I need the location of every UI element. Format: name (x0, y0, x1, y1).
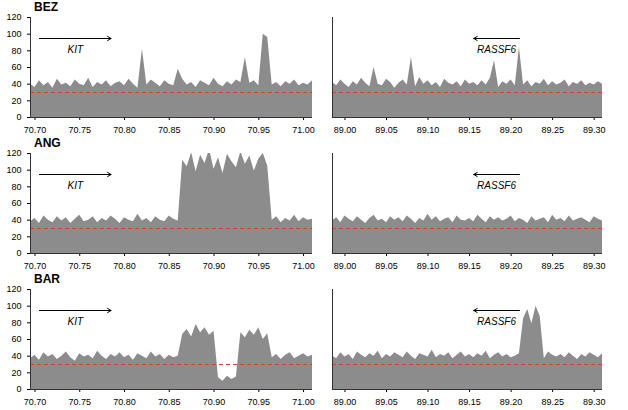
svg-text:KIT: KIT (67, 180, 83, 191)
html-text:BAR: BAR (34, 272, 60, 286)
svg-text:120: 120 (6, 148, 21, 158)
svg-text:70.75: 70.75 (68, 261, 91, 271)
svg-text:80: 80 (11, 182, 21, 192)
svg-text:KIT: KIT (67, 44, 83, 55)
svg-text:89.30: 89.30 (583, 397, 606, 407)
svg-text:120: 120 (6, 12, 21, 22)
svg-text:120: 120 (6, 284, 21, 294)
svg-text:70.70: 70.70 (24, 125, 47, 135)
svg-text:89.00: 89.00 (334, 125, 357, 135)
svg-text:0: 0 (16, 248, 21, 258)
svg-text:89.15: 89.15 (458, 261, 481, 271)
svg-text:0: 0 (16, 384, 21, 394)
svg-text:70.90: 70.90 (203, 261, 226, 271)
svg-text:89.25: 89.25 (541, 125, 564, 135)
svg-text:89.15: 89.15 (458, 125, 481, 135)
svg-text:70.75: 70.75 (68, 397, 91, 407)
svg-text:80: 80 (11, 46, 21, 56)
svg-text:70.90: 70.90 (203, 125, 226, 135)
svg-text:89.20: 89.20 (500, 125, 523, 135)
svg-text:80: 80 (11, 318, 21, 328)
svg-text:89.05: 89.05 (375, 397, 398, 407)
svg-text:89.20: 89.20 (500, 397, 523, 407)
svg-text:89.10: 89.10 (417, 261, 440, 271)
svg-text:89.20: 89.20 (500, 261, 523, 271)
svg-text:70.85: 70.85 (158, 261, 181, 271)
svg-text:KIT: KIT (67, 316, 83, 327)
svg-text:40: 40 (11, 79, 21, 89)
svg-text:89.30: 89.30 (583, 261, 606, 271)
svg-text:70.70: 70.70 (24, 397, 47, 407)
svg-text:70.80: 70.80 (113, 261, 136, 271)
svg-text:20: 20 (11, 96, 21, 106)
svg-text:RASSF6: RASSF6 (477, 44, 516, 55)
svg-text:70.85: 70.85 (158, 397, 181, 407)
svg-text:70.90: 70.90 (203, 397, 226, 407)
svg-text:70.75: 70.75 (68, 125, 91, 135)
svg-text:70.95: 70.95 (248, 261, 271, 271)
svg-text:89.25: 89.25 (541, 261, 564, 271)
svg-text:60: 60 (11, 334, 21, 344)
svg-text:89.10: 89.10 (417, 125, 440, 135)
svg-text:70.80: 70.80 (113, 125, 136, 135)
svg-text:60: 60 (11, 62, 21, 72)
svg-text:89.00: 89.00 (334, 261, 357, 271)
svg-text:70.95: 70.95 (248, 397, 271, 407)
svg-text:100: 100 (6, 301, 21, 311)
svg-text:40: 40 (11, 351, 21, 361)
svg-text:RASSF6: RASSF6 (477, 316, 516, 327)
svg-text:89.10: 89.10 (417, 397, 440, 407)
svg-text:20: 20 (11, 368, 21, 378)
svg-text:71.00: 71.00 (292, 261, 315, 271)
svg-text:71.00: 71.00 (292, 125, 315, 135)
svg-text:100: 100 (6, 29, 21, 39)
svg-text:RASSF6: RASSF6 (477, 180, 516, 191)
svg-text:0: 0 (16, 112, 21, 122)
html-text:BEZ: BEZ (34, 0, 58, 14)
svg-text:60: 60 (11, 198, 21, 208)
html-text:ANG: ANG (34, 136, 61, 150)
svg-text:70.95: 70.95 (248, 125, 271, 135)
svg-text:89.05: 89.05 (375, 261, 398, 271)
svg-text:70.85: 70.85 (158, 125, 181, 135)
svg-text:70.70: 70.70 (24, 261, 47, 271)
svg-text:89.30: 89.30 (583, 125, 606, 135)
svg-text:20: 20 (11, 232, 21, 242)
svg-text:70.80: 70.80 (113, 397, 136, 407)
svg-text:71.00: 71.00 (292, 397, 315, 407)
svg-text:100: 100 (6, 165, 21, 175)
svg-text:89.15: 89.15 (458, 397, 481, 407)
svg-text:89.25: 89.25 (541, 397, 564, 407)
svg-text:40: 40 (11, 215, 21, 225)
svg-text:89.00: 89.00 (334, 397, 357, 407)
svg-text:89.05: 89.05 (375, 125, 398, 135)
